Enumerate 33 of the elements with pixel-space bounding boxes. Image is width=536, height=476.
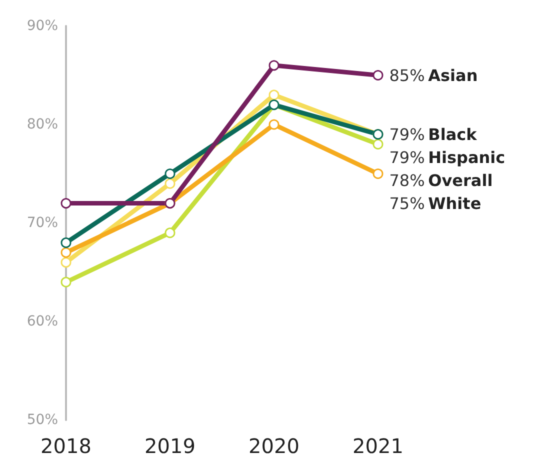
- data-label: 85%: [389, 66, 425, 85]
- data-label: 79%: [389, 124, 425, 144]
- point: [60, 237, 72, 248]
- point: [164, 178, 176, 189]
- text: Overall: [428, 170, 493, 190]
- y-tick-label: 70%: [26, 215, 58, 231]
- data-label: 78%: [389, 170, 425, 190]
- point: [268, 119, 280, 130]
- point: [60, 247, 72, 258]
- text: Black: [428, 124, 478, 144]
- point: [60, 198, 72, 209]
- text: Hispanic: [428, 148, 506, 167]
- data-label: 75%: [389, 194, 425, 213]
- point: [164, 168, 176, 179]
- point: [372, 70, 384, 80]
- point: [268, 60, 280, 71]
- data-label: 79%: [389, 148, 425, 167]
- x-tick-label: 2021: [352, 434, 404, 458]
- y-tick-label: 90%: [26, 18, 58, 34]
- x-tick-label: 2020: [248, 434, 300, 458]
- y-tick-label: 80%: [26, 116, 58, 132]
- point: [60, 257, 72, 268]
- point: [268, 90, 280, 100]
- point: [372, 168, 384, 179]
- point: [60, 276, 72, 288]
- point: [372, 138, 384, 150]
- y-tick-label: 60%: [26, 314, 58, 330]
- text: White: [428, 194, 482, 213]
- x-tick-label: 2019: [144, 434, 196, 458]
- point: [164, 228, 176, 238]
- text: Asian: [428, 66, 478, 85]
- y-tick-label: 50%: [26, 412, 58, 428]
- x-tick-label: 2018: [40, 434, 92, 458]
